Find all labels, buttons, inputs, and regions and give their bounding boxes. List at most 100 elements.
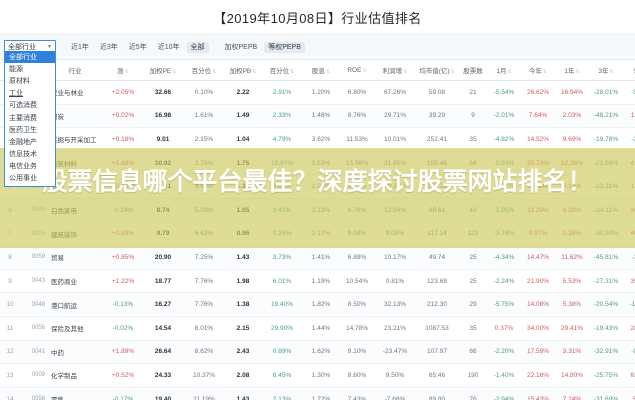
col-return-1y[interactable]: 1年⇅: [556, 60, 590, 81]
table-row[interactable]: 140058零售-0.17%19.4011.19%1.432.13%1.72%7…: [0, 387, 635, 400]
col-weighted-pe[interactable]: 加权PE⇅: [144, 60, 184, 81]
table-row[interactable]: 12 0041 中药 +1.89% 26.64 8.62% 2.43 0.89% 1.62% 9.…: [0, 340, 635, 365]
dropdown-item-discretionary[interactable]: 可选消费: [9, 102, 37, 110]
row-pb-percentile: 18.97%: [262, 151, 304, 176]
table-row[interactable]: 40021建筑材料+1.88%10.923.75%1.7518.97%2.53%…: [0, 151, 635, 176]
dropdown-item-telecom[interactable]: 电信业务: [9, 163, 37, 171]
row-code: 0009: [22, 363, 48, 388]
row-return-ytd: 30.73%: [522, 151, 556, 176]
row-industry-name: 农业与林业: [48, 80, 104, 105]
period-button-3y[interactable]: 近3年: [99, 43, 118, 51]
dropdown-item-infotech[interactable]: 信息技术: [9, 151, 37, 159]
row-return-1m: -5.54%: [488, 80, 522, 105]
dropdown-item-all[interactable]: 全部行业: [5, 51, 55, 64]
col-industry[interactable]: 行业: [48, 60, 104, 81]
col-avg-marketcap[interactable]: 均市值(亿)⇅: [416, 60, 460, 81]
table-row[interactable]: 50063电力+0.30%15.414.96%1.318.01%2.91%8.0…: [0, 174, 635, 199]
table-row[interactable]: 11 0056 保险及其他 -0.02% 14.54 8.01% 2.15 29.90% 1.4…: [0, 316, 635, 341]
period-button-all[interactable]: 全部: [186, 41, 209, 53]
row-avg-marketcap: 212.30: [416, 292, 460, 317]
row-avg-marketcap: 88.61: [416, 198, 460, 223]
title-bar: 【2019年10月08日】行业估值排名: [0, 0, 635, 35]
table-row[interactable]: 13 0009 化学制品 +0.52% 24.33 10.37% 2.08 6.45% 1.30…: [0, 363, 635, 388]
row-pb-percentile: 3.73%: [262, 245, 304, 270]
col-return-1m[interactable]: 1月⇅: [488, 60, 522, 81]
row-return-3y: -27.31%: [590, 269, 624, 294]
row-return-5y: 41.84%: [624, 151, 635, 176]
row-profit-growth: 31.85%: [376, 151, 416, 176]
col-roe[interactable]: ROE⇅: [340, 60, 376, 81]
row-weighted-pe: 15.41: [144, 174, 184, 199]
row-avg-marketcap: 123.68: [416, 269, 460, 294]
row-return-1m: -2.95%: [488, 198, 522, 223]
table-row[interactable]: 9 0043 医药商业 +1.22% 18.77 7.76% 1.98 6.01% 1.19% 1…: [0, 269, 635, 294]
sort-icon: ⇅: [362, 67, 367, 74]
row-stock-count: 21: [460, 80, 488, 105]
row-return-ytd: 21.90%: [522, 269, 556, 294]
row-profit-growth: 67.26%: [376, 80, 416, 105]
row-pb-percentile: 2.13%: [262, 387, 304, 400]
col-weighted-pb[interactable]: 加权PB⇅: [226, 60, 262, 81]
row-profit-growth: 10.17%: [376, 245, 416, 270]
row-weighted-pe: 24.33: [144, 363, 184, 388]
dropdown-item-energy[interactable]: 能源: [9, 65, 23, 73]
row-industry-name: 零售: [48, 387, 104, 400]
row-roe: 8.76%: [340, 104, 376, 129]
table-row[interactable]: 6 0049 白色家电 -0.24% 8.74 5.03% 1.05 3.41% 2.12% 8.…: [0, 198, 635, 223]
row-pe-percentile: 4.96%: [184, 174, 226, 199]
row-dividend: 2.91%: [304, 174, 340, 199]
table-row[interactable]: 20008煤炭+0.02%16.981.61%1.492.33%1.48%8.7…: [0, 104, 635, 129]
table-row[interactable]: 10 0048 港口航运 -0.13% 16.27 7.76% 1.38 19.40% 1.82…: [0, 292, 635, 317]
table-row[interactable]: 10003农业与林业+2.05%32.660.10%2.222.91%1.20%…: [0, 80, 635, 105]
period-button-10y[interactable]: 近10年: [157, 43, 180, 51]
row-stock-count: 9: [460, 104, 488, 129]
col-return-5y[interactable]: 5年⇅: [624, 60, 635, 81]
dropdown-item-healthcare[interactable]: 医药卫生: [9, 126, 37, 134]
row-roe: 15.98%: [340, 151, 376, 176]
dropdown-item-financials[interactable]: 金融地产: [9, 138, 37, 146]
row-avg-marketcap: 252.41: [416, 127, 460, 152]
row-avg-marketcap: 107.97: [416, 340, 460, 365]
col-change[interactable]: 涨⇅: [104, 60, 144, 81]
dropdown-item-utilities[interactable]: 公用事业: [9, 175, 37, 183]
sort-icon: ⇅: [252, 69, 257, 75]
period-button-5y[interactable]: 近5年: [128, 43, 147, 51]
table-row[interactable]: 30011采掘与开采加工+0.18%9.012.15%1.044.79%3.62…: [0, 127, 635, 152]
row-return-1y: 12.36%: [556, 151, 590, 176]
row-weighted-pe: 14.54: [144, 316, 184, 341]
col-return-3y[interactable]: 3年⇅: [590, 60, 624, 81]
valuation-table: 排 行业 涨⇅ 加权PE⇅ 百分位⇅ 加权PB⇅ 百分位⇅ 股息⇅ ROE⇅ 利…: [0, 60, 635, 400]
dropdown-item-staples[interactable]: 主要消费: [9, 114, 37, 122]
period-button-1y[interactable]: 近1年: [71, 43, 89, 51]
col-stock-count[interactable]: 股票数: [460, 60, 488, 81]
row-pb-percentile: 19.40%: [262, 292, 304, 317]
mode-button-weighted-pepb[interactable]: 加权PEPB: [224, 43, 258, 51]
sort-icon: ⇅: [124, 69, 129, 75]
row-avg-marketcap: 117.14: [416, 222, 460, 247]
row-avg-marketcap: 39.29: [416, 104, 460, 129]
row-pe-percentile: 8.01%: [184, 316, 226, 341]
col-pe-percentile[interactable]: 百分位⇅: [184, 60, 226, 81]
col-dividend[interactable]: 股息⇅: [304, 60, 340, 81]
row-return-1y: 6.20%: [556, 198, 590, 223]
dropdown-item-materials[interactable]: 原材料: [9, 77, 30, 85]
row-pe-percentile: 6.42%: [184, 222, 226, 247]
col-return-ytd[interactable]: 今年⇅: [522, 60, 556, 81]
col-profit-growth[interactable]: 利润增⇅: [376, 60, 416, 81]
row-pe-percentile: 8.62%: [184, 340, 226, 365]
dropdown-item-industrials[interactable]: 工业: [9, 90, 23, 98]
row-stock-count: 25: [460, 245, 488, 270]
mode-button-equal-pepb[interactable]: 等权PEPB: [264, 41, 305, 53]
col-pb-percentile[interactable]: 百分位⇅: [262, 60, 304, 81]
row-industry-name: 白色家电: [48, 198, 104, 223]
row-roe: 6.80%: [340, 80, 376, 105]
table-row[interactable]: 7 0016 建筑装饰 +0.39% 9.79 6.42% 0.96 0.25% 2.17% 9.…: [0, 222, 635, 247]
row-return-3y: -20.54%: [590, 292, 624, 317]
row-rank: 11: [0, 316, 22, 341]
industry-dropdown-menu[interactable]: 全部行业 能源 原材料 工业 可选消费 主要消费 医药卫生 金融地产 信息技术 …: [4, 51, 56, 188]
row-dividend: 2.53%: [304, 151, 340, 176]
row-roe: 8.60%: [340, 363, 376, 388]
row-weighted-pe: 8.74: [144, 198, 184, 223]
row-return-1y: 29.41%: [556, 316, 590, 341]
table-row[interactable]: 8 0059 贸易 +0.85% 20.90 7.25% 1.43 3.73% 1.41% 6.8…: [0, 245, 635, 270]
